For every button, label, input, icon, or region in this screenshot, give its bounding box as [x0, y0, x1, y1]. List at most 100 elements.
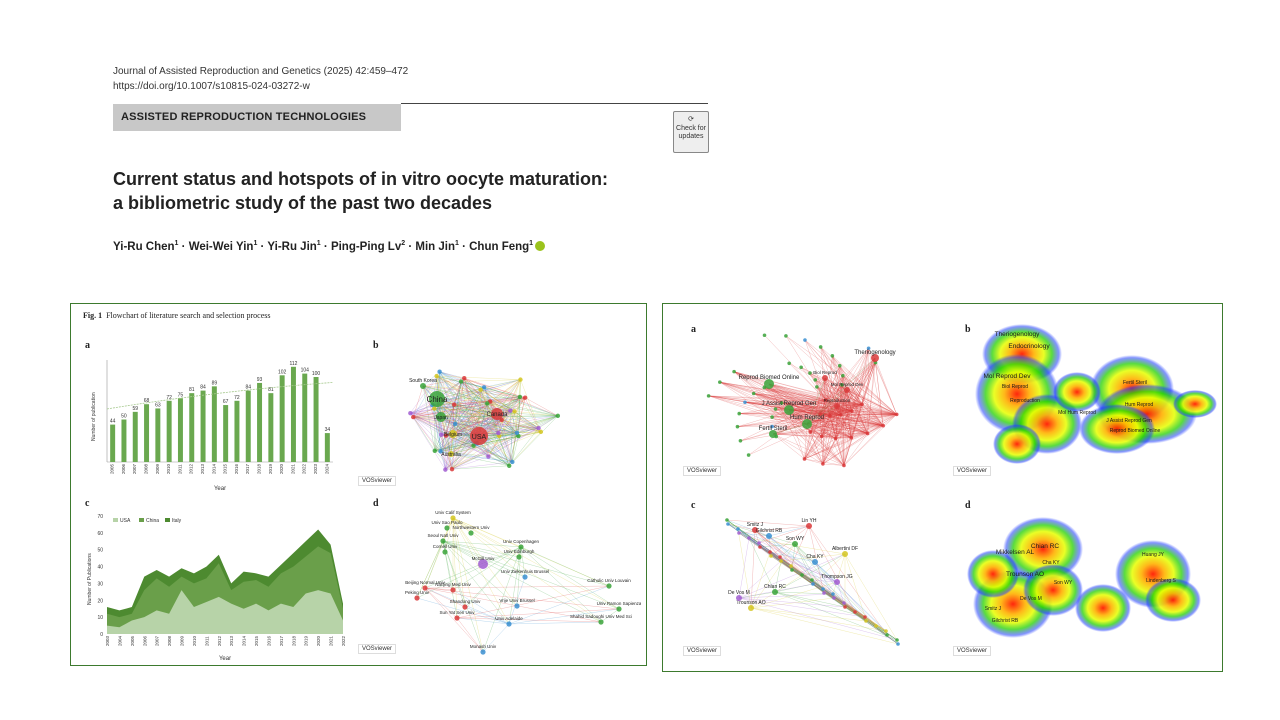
network-edge	[434, 416, 442, 451]
network-node	[522, 574, 528, 580]
x-tick-label: 2005	[130, 635, 135, 646]
network-edge	[825, 399, 868, 434]
network-edge	[772, 404, 863, 427]
network-node	[496, 430, 501, 436]
network-edge	[840, 389, 848, 415]
network-edge	[861, 404, 884, 426]
network-edge	[518, 379, 521, 437]
network-edge	[708, 395, 852, 438]
network-edge	[758, 525, 810, 544]
network-edge	[814, 561, 887, 632]
bar-value-label: 72	[166, 395, 172, 401]
network-edge	[424, 587, 466, 608]
network-edge	[452, 401, 491, 435]
network-node	[736, 527, 740, 531]
network-edge	[455, 423, 518, 434]
network-edge	[815, 379, 841, 415]
network-node	[770, 424, 774, 429]
network-edge	[750, 529, 756, 609]
network-edge	[768, 535, 792, 567]
network-edge	[441, 427, 539, 436]
network-edge	[794, 543, 825, 594]
network-node	[779, 401, 784, 405]
network-edge	[452, 589, 510, 625]
network-edge	[772, 415, 830, 435]
network-node	[790, 568, 794, 572]
x-tick-label: 2011	[177, 464, 182, 474]
network-edge	[840, 410, 852, 415]
network-node	[843, 605, 847, 609]
x-tick-label: 2023	[313, 463, 318, 474]
doi-link[interactable]: https://doi.org/10.1007/s10815-024-03272…	[113, 81, 310, 92]
network-node	[436, 412, 446, 422]
network-edge	[824, 377, 831, 416]
network-edge	[518, 396, 521, 437]
density-blob	[1079, 404, 1155, 454]
network-node	[896, 642, 900, 646]
network-edge	[737, 528, 877, 627]
network-edge	[740, 404, 863, 442]
network-node-label: Univ Ramon Sapienza	[597, 601, 641, 606]
network-edge	[822, 384, 843, 464]
network-edge	[452, 517, 484, 565]
network-edge	[832, 355, 868, 434]
network-edge	[768, 383, 841, 415]
network-edge	[801, 561, 816, 576]
network-edge	[835, 410, 853, 439]
network-edge	[439, 371, 515, 412]
panel-label-d: d	[373, 498, 379, 509]
network-edge	[840, 375, 844, 415]
network-edge	[441, 403, 488, 436]
network-edge	[445, 401, 491, 470]
network-edge	[738, 532, 856, 613]
network-edge	[840, 362, 876, 415]
density-blob	[1003, 517, 1083, 581]
network-edge	[804, 410, 853, 460]
network-edge	[820, 346, 884, 426]
network-edge	[719, 381, 821, 415]
network-edge	[814, 561, 835, 599]
network-edge	[498, 396, 521, 434]
network-edge	[851, 425, 884, 438]
network-edge	[835, 414, 897, 439]
network-edge	[825, 399, 863, 405]
network-edge	[772, 416, 884, 426]
network-node	[784, 405, 794, 415]
network-edge	[753, 393, 884, 426]
orcid-icon[interactable]	[535, 240, 546, 251]
density-label: De Vos M	[1020, 596, 1042, 602]
network-node-label: Catholic Univ Louvain	[587, 578, 631, 583]
density-label: Endocrinology	[1008, 343, 1050, 350]
network-edge	[821, 436, 836, 439]
network-edge	[739, 399, 826, 414]
check-updates-badge[interactable]: ⟳ Check for updates	[673, 111, 709, 153]
network-node	[449, 430, 457, 438]
x-tick-label: 2011	[204, 636, 209, 646]
author-name: Yi-Ru Chen	[113, 240, 175, 253]
network-edge	[733, 371, 868, 434]
network-edge	[750, 597, 835, 609]
network-edge	[434, 408, 500, 437]
network-edge	[775, 399, 826, 410]
network-edge	[489, 401, 519, 437]
network-edge	[441, 378, 465, 435]
x-tick-label: 2006	[142, 635, 147, 646]
network-edge	[754, 529, 793, 571]
network-edge	[819, 357, 876, 415]
network-edge	[436, 375, 474, 446]
network-edge	[806, 377, 826, 425]
network-node	[458, 379, 464, 384]
network-edge	[483, 387, 491, 402]
network-edge	[442, 540, 484, 565]
network-edge	[444, 517, 454, 553]
network-edge	[772, 433, 868, 435]
network-edge	[410, 412, 441, 452]
network-edge	[851, 348, 869, 438]
network-edge	[413, 371, 440, 418]
network-edge	[488, 411, 515, 457]
network-edge	[822, 357, 876, 465]
network-edge	[821, 436, 845, 466]
network-node	[538, 429, 544, 435]
network-edge	[825, 357, 876, 401]
network-edge	[825, 362, 876, 401]
